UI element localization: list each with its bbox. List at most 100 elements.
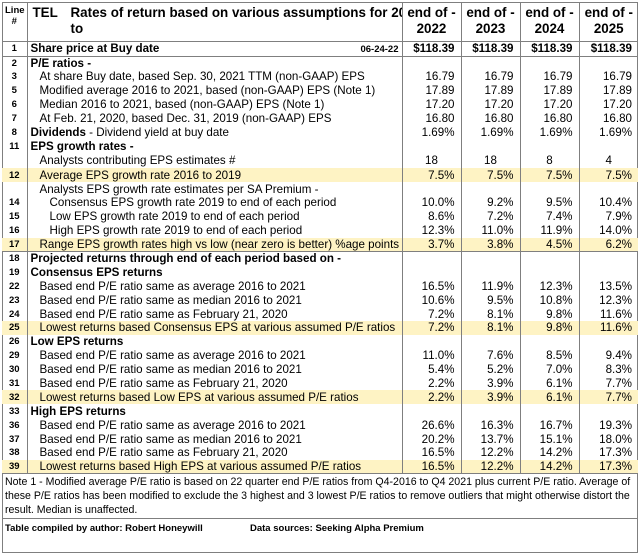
value-cell: 4.5% xyxy=(519,237,579,252)
row-label: At Feb. 21, 2020, based Dec. 31, 2019 (n… xyxy=(39,112,332,125)
row-label: Modified average 2016 to 2021, based (no… xyxy=(39,84,376,98)
value-cell: 17.20 xyxy=(401,97,461,112)
line-number: 2 xyxy=(11,57,17,69)
value-cell xyxy=(460,251,520,266)
value-cell: 7.4% xyxy=(519,209,579,224)
column-header-2025: end of -2025 xyxy=(578,2,638,42)
row-label: Based end P/E ratio same as February 21,… xyxy=(39,307,288,321)
table-row: 12 Average EPS growth rate 2016 to 2019 7.… xyxy=(2,168,638,183)
value-cell: 7.2% xyxy=(401,307,461,322)
value-cell xyxy=(519,334,579,349)
line-number: 23 xyxy=(8,294,20,306)
value-cell xyxy=(460,265,520,280)
table-row: 19 Consensus EPS returns xyxy=(2,265,638,280)
value-cell: 8.5% xyxy=(519,348,579,363)
table-row: 8 Dividends - Dividend yield at buy date 1… xyxy=(2,125,638,140)
row-label: Projected returns through end of each pe… xyxy=(30,252,342,266)
line-number: 1 xyxy=(2,41,27,57)
value-cell xyxy=(578,182,638,197)
value-cell: 12.3% xyxy=(401,223,461,238)
value-cell xyxy=(460,139,520,154)
row-label: At share Buy date, based Sep. 30, 2021 T… xyxy=(39,70,365,84)
value-cell: 11.9% xyxy=(460,279,520,294)
table-row: 6 Median 2016 to 2021, based (non-GAAP) E… xyxy=(2,97,638,112)
table-row: 7 At Feb. 21, 2020, based Dec. 31, 2019 (… xyxy=(2,111,638,126)
table-row: 37 Based end P/E ratio same as median 201… xyxy=(2,432,638,447)
value-cell: 26.6% xyxy=(401,418,461,433)
buy-date: 06-24-22 xyxy=(360,43,399,55)
value-cell: 9.8% xyxy=(519,307,579,322)
value-cell: 17.20 xyxy=(460,97,520,112)
value-cell: 1.69% xyxy=(460,125,520,140)
value-cell: 16.79 xyxy=(460,69,520,84)
row-label-cell: Analysts contributing EPS estimates # xyxy=(26,153,402,169)
value-cell: 9.4% xyxy=(578,348,638,363)
value-cell: 7.5% xyxy=(519,168,579,183)
value-cell: 14.2% xyxy=(519,446,579,460)
value-cell xyxy=(460,182,520,197)
value-cell: 8 xyxy=(519,153,579,169)
value-cell xyxy=(401,404,461,419)
row-label-cell: High EPS returns xyxy=(26,404,402,419)
value-cell: 16.79 xyxy=(401,69,461,84)
row-label: EPS growth rates - xyxy=(30,139,134,153)
value-cell: 3.9% xyxy=(460,376,520,391)
line-number xyxy=(2,182,27,196)
value-cell: 2.2% xyxy=(401,376,461,391)
value-cell: 3.8% xyxy=(460,237,520,252)
row-label: High EPS growth rate 2019 to end of each… xyxy=(49,224,303,238)
line-number: 25 xyxy=(2,321,27,335)
column-top-label: end of - xyxy=(407,5,456,20)
row-label-cell: Based end P/E ratio same as average 2016… xyxy=(26,279,402,294)
note-row: Note 1 - Modified average P/E ratio is b… xyxy=(2,473,638,519)
row-label: Based end P/E ratio same as average 2016… xyxy=(39,418,306,432)
row-label-cell: P/E ratios - xyxy=(26,56,402,70)
row-label-cell: At share Buy date, based Sep. 30, 2021 T… xyxy=(26,69,402,84)
line-number: 30 xyxy=(8,364,20,376)
row-label-cell: EPS growth rates - xyxy=(26,139,402,154)
table-row: 23 Based end P/E ratio same as median 201… xyxy=(2,293,638,308)
row-label-cell: Based end P/E ratio same as median 2016 … xyxy=(26,293,402,308)
row-label: Lowest returns based Consensus EPS at va… xyxy=(39,321,396,335)
value-cell: 14.0% xyxy=(578,223,638,238)
ticker-symbol: TEL xyxy=(32,5,58,20)
value-cell: 10.4% xyxy=(578,196,638,210)
value-cell: 1.69% xyxy=(519,125,579,140)
table-title: Rates of return based on various assumpt… xyxy=(71,5,403,37)
table-row: Analysts contributing EPS estimates # 18 1… xyxy=(2,153,638,169)
table-title-cell: TEL Rates of return based on various assu… xyxy=(26,2,403,42)
row-label-cell: Median 2016 to 2021, based (non-GAAP) EP… xyxy=(26,97,402,112)
value-cell: 18 xyxy=(460,153,520,169)
value-cell: 7.5% xyxy=(401,168,461,183)
table-row: 5 Modified average 2016 to 2021, based (n… xyxy=(2,83,638,98)
row-label: Lowest returns based Low EPS at various … xyxy=(39,390,359,404)
value-cell: 8.3% xyxy=(578,362,638,377)
row-label: Low EPS growth rate 2019 to end of each … xyxy=(49,210,300,224)
header-row: Line # TEL Rates of return based on vario… xyxy=(2,2,638,42)
row-label: Consensus EPS growth rate 2019 to end of… xyxy=(49,196,337,210)
value-cell: 17.89 xyxy=(401,83,461,98)
row-label: Analysts contributing EPS estimates # xyxy=(39,154,236,168)
line-number: 7 xyxy=(11,113,17,124)
value-cell: $118.39 xyxy=(401,41,461,57)
note-1-text: Note 1 - Modified average P/E ratio is b… xyxy=(2,473,638,519)
row-label: High EPS returns xyxy=(30,404,126,418)
table-row: 18 Projected returns through end of each … xyxy=(2,251,638,266)
line-number: 17 xyxy=(2,237,27,252)
value-cell xyxy=(401,265,461,280)
value-cell: 16.80 xyxy=(401,111,461,126)
value-cell: 7.9% xyxy=(578,209,638,224)
row-label-cell: Consensus EPS returns xyxy=(26,265,402,280)
table-row: 14 Consensus EPS growth rate 2019 to end … xyxy=(2,196,638,210)
line-number: 18 xyxy=(2,251,27,266)
row-label-cell: Based end P/E ratio same as median 2016 … xyxy=(26,432,402,447)
value-cell: 16.80 xyxy=(460,111,520,126)
value-cell: 1.69% xyxy=(578,125,638,140)
value-cell xyxy=(401,182,461,197)
line-number: 37 xyxy=(8,433,20,445)
row-label: Analysts EPS growth rate estimates per S… xyxy=(39,182,319,196)
value-cell: 11.0% xyxy=(460,223,520,238)
table-row: 26 Low EPS returns xyxy=(2,334,638,349)
row-label-cell: Based end P/E ratio same as average 2016… xyxy=(26,418,402,433)
value-cell: 16.7% xyxy=(519,418,579,433)
